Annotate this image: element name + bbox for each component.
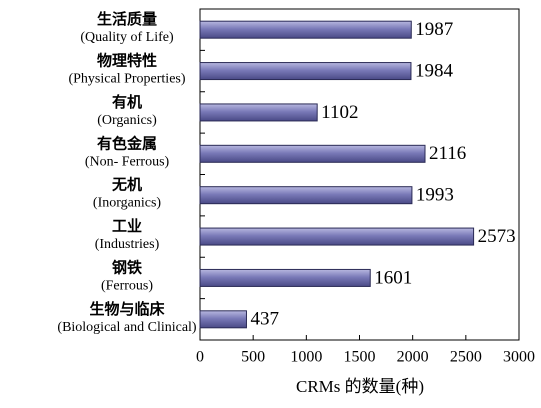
value-label: 437	[250, 309, 278, 330]
value-label: 2573	[478, 226, 516, 247]
value-label: 2116	[429, 143, 466, 164]
x-tick-label: 1500	[344, 349, 376, 366]
y-tick-label: 生活质量(Quality of Life)	[80, 11, 174, 46]
value-label: 1984	[415, 60, 454, 81]
y-tick-label: 有机(Organics)	[97, 93, 157, 128]
value-label: 1102	[321, 102, 358, 123]
value-label: 1987	[415, 19, 453, 40]
value-label: 1993	[416, 185, 454, 206]
y-tick-label: 物理特性(Physical Properties)	[68, 52, 185, 87]
bar	[199, 103, 318, 122]
value-label: 1601	[374, 267, 412, 288]
x-tick-label: 2500	[450, 349, 482, 366]
x-axis-title: CRMs 的数量(种)	[296, 377, 424, 396]
plot-frame	[199, 8, 520, 341]
x-tick-label: 2000	[397, 349, 429, 366]
y-tick-label: 工业(Industries)	[95, 219, 160, 253]
y-tick-label: 有色金属(Non- Ferrous)	[85, 135, 170, 170]
y-tick-label: 生物与临床(Biological and Clinical)	[57, 300, 197, 335]
x-tick-label: 1000	[290, 349, 322, 366]
bar	[199, 310, 247, 329]
bar	[199, 227, 475, 246]
bar	[199, 62, 412, 81]
x-tick-label: 0	[196, 349, 204, 366]
bar	[199, 144, 426, 163]
y-tick-label: 无机(Inorganics)	[93, 176, 161, 211]
x-tick-label: 500	[241, 349, 265, 366]
bar	[199, 20, 412, 39]
bar	[199, 268, 371, 287]
bar	[199, 186, 413, 205]
x-tick-label: 3000	[503, 349, 535, 366]
y-tick-label: 钢铁(Ferrous)	[101, 259, 153, 294]
